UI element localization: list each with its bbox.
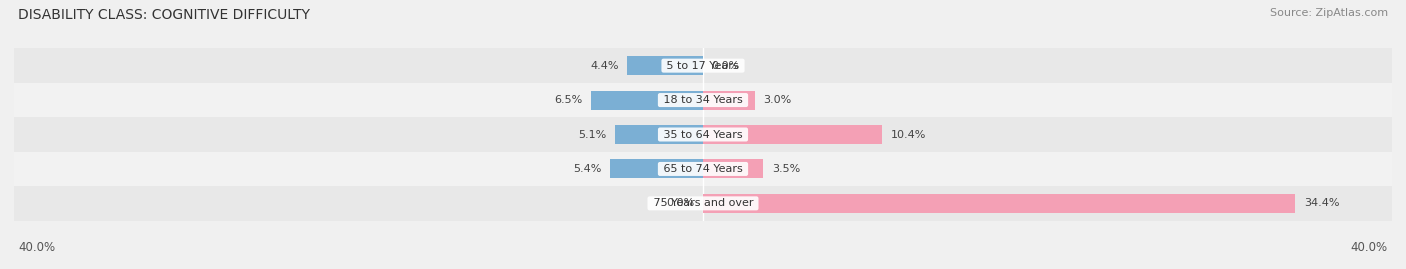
Text: 4.4%: 4.4% — [591, 61, 619, 71]
Text: 5.4%: 5.4% — [574, 164, 602, 174]
Bar — [591, 91, 703, 109]
Text: 65 to 74 Years: 65 to 74 Years — [659, 164, 747, 174]
Bar — [703, 125, 882, 144]
Bar — [14, 48, 1392, 83]
Text: Source: ZipAtlas.com: Source: ZipAtlas.com — [1270, 8, 1388, 18]
Bar — [14, 117, 1392, 152]
Text: 5 to 17 Years: 5 to 17 Years — [664, 61, 742, 71]
Bar — [627, 56, 703, 75]
Text: 0.0%: 0.0% — [711, 61, 740, 71]
Bar — [616, 125, 703, 144]
Text: 40.0%: 40.0% — [1351, 241, 1388, 254]
Text: 6.5%: 6.5% — [554, 95, 582, 105]
Text: 40.0%: 40.0% — [18, 241, 55, 254]
Text: 3.0%: 3.0% — [763, 95, 792, 105]
Bar — [703, 194, 1295, 213]
Text: 10.4%: 10.4% — [891, 129, 927, 140]
Bar — [610, 160, 703, 178]
Bar — [14, 152, 1392, 186]
Bar — [14, 83, 1392, 117]
Text: 34.4%: 34.4% — [1305, 198, 1340, 208]
Bar — [703, 160, 763, 178]
Text: DISABILITY CLASS: COGNITIVE DIFFICULTY: DISABILITY CLASS: COGNITIVE DIFFICULTY — [18, 8, 311, 22]
Text: 35 to 64 Years: 35 to 64 Years — [659, 129, 747, 140]
Text: 18 to 34 Years: 18 to 34 Years — [659, 95, 747, 105]
Text: 5.1%: 5.1% — [578, 129, 606, 140]
Bar — [703, 91, 755, 109]
Bar — [14, 186, 1392, 221]
Text: 75 Years and over: 75 Years and over — [650, 198, 756, 208]
Text: 0.0%: 0.0% — [666, 198, 695, 208]
Text: 3.5%: 3.5% — [772, 164, 800, 174]
